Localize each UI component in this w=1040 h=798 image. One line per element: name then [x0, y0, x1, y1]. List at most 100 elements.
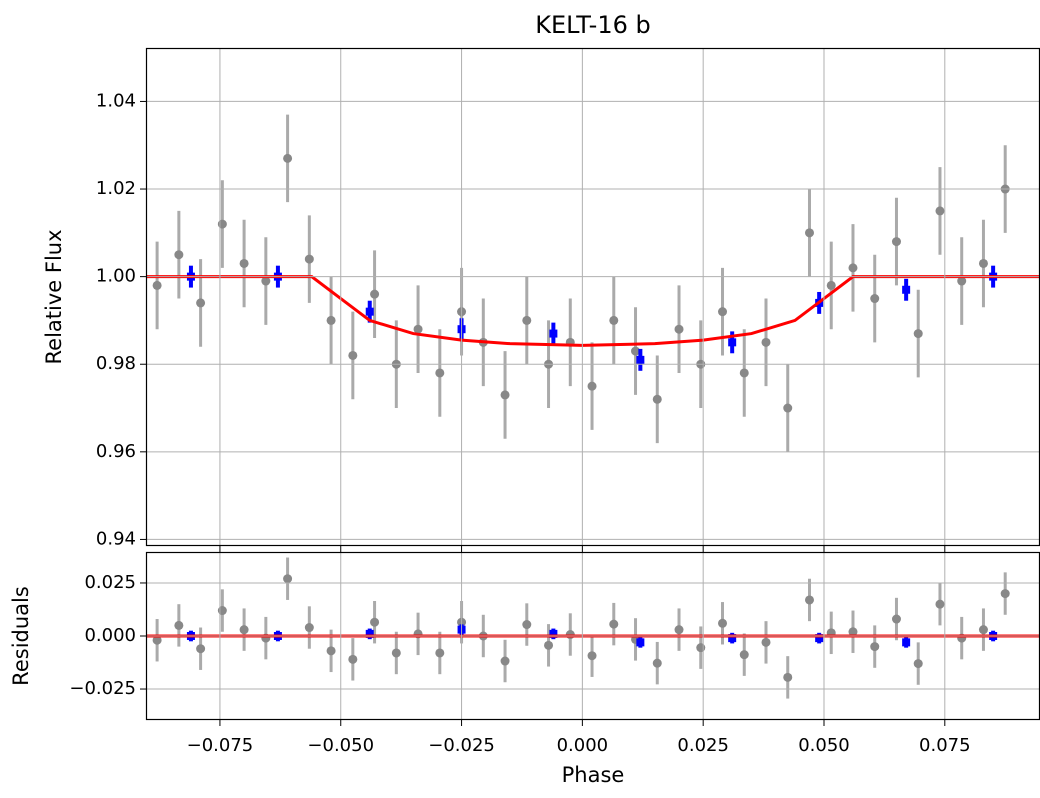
data-point [348, 654, 358, 664]
data-point [522, 315, 532, 325]
data-point [913, 659, 923, 669]
data-point [826, 280, 836, 290]
data-point [587, 381, 597, 391]
data-point [935, 206, 945, 216]
y-tick-label: 1.04 [96, 90, 136, 111]
data-point [217, 606, 227, 616]
data-point [631, 346, 641, 356]
data-point [978, 258, 988, 268]
data-point [913, 329, 923, 339]
data-point [370, 289, 380, 299]
binned-point [365, 629, 374, 638]
data-point [870, 642, 880, 652]
data-point [804, 228, 814, 238]
data-point [761, 337, 771, 347]
data-point [304, 623, 314, 633]
data-point [891, 614, 901, 624]
y-tick-label: −0.025 [69, 678, 136, 699]
x-tick-label: 0.025 [677, 735, 729, 756]
data-point [935, 599, 945, 609]
x-tick-label: 0.050 [798, 735, 850, 756]
data-point [196, 644, 206, 654]
x-tick-label: 0.000 [557, 735, 609, 756]
data-point [304, 254, 314, 264]
data-point [848, 627, 858, 637]
data-point [783, 403, 793, 413]
binned-point [815, 634, 824, 643]
data-point [435, 648, 445, 658]
data-point [239, 625, 249, 635]
binned-point [549, 329, 558, 338]
data-point [413, 324, 423, 334]
data-point [891, 237, 901, 247]
binned-point [636, 638, 645, 647]
data-point [283, 153, 293, 163]
binned-point [549, 629, 558, 638]
data-point [174, 620, 184, 630]
data-point [500, 656, 510, 666]
data-point [674, 324, 684, 334]
data-point [370, 617, 380, 627]
data-point [544, 640, 554, 650]
data-point [739, 650, 749, 660]
data-point [957, 276, 967, 286]
data-point [500, 390, 510, 400]
data-point [217, 219, 227, 229]
x-tick-label: −0.025 [428, 735, 495, 756]
data-point [348, 350, 358, 360]
data-point [391, 648, 401, 658]
data-point [718, 618, 728, 628]
data-point [761, 637, 771, 647]
x-axis-label: Phase [562, 763, 625, 787]
data-point [239, 258, 249, 268]
data-point [870, 294, 880, 304]
data-point [718, 307, 728, 317]
data-point [978, 625, 988, 635]
data-point [674, 625, 684, 635]
plot-area [146, 557, 1040, 699]
data-point [1000, 589, 1010, 599]
x-tick-label: −0.050 [307, 735, 374, 756]
data-point [152, 635, 162, 645]
y-tick-label: 0.98 [96, 353, 136, 374]
y-tick-label: 1.00 [96, 266, 136, 287]
y-tick-label: 0.96 [96, 441, 136, 462]
data-point [326, 646, 336, 656]
y-tick-label: 0.000 [84, 625, 136, 646]
y-axis-label: Relative Flux [42, 229, 66, 364]
y-tick-label: 0.025 [84, 572, 136, 593]
binned-point [728, 634, 737, 643]
data-point [652, 658, 662, 668]
data-point [848, 263, 858, 273]
data-point [587, 651, 597, 661]
chart-title: KELT-16 b [535, 11, 651, 39]
data-point [652, 394, 662, 404]
binned-point [365, 307, 374, 316]
data-point [261, 276, 271, 286]
x-tick-label: 0.075 [919, 735, 971, 756]
data-point [522, 620, 532, 630]
binned-point [902, 285, 911, 294]
binned-point [728, 338, 737, 347]
x-tick-label: −0.075 [187, 735, 254, 756]
data-point [609, 315, 619, 325]
y-tick-label: 1.02 [96, 178, 136, 199]
data-point [152, 280, 162, 290]
binned-point [636, 355, 645, 364]
data-point [435, 368, 445, 378]
data-point [609, 619, 619, 629]
data-point [739, 368, 749, 378]
data-point [196, 298, 206, 308]
data-point [174, 250, 184, 260]
y-axis-label: Residuals [9, 586, 33, 686]
binned-point [902, 638, 911, 647]
plot-area [146, 114, 1040, 452]
data-point [283, 574, 293, 584]
data-point [783, 672, 793, 682]
data-point [326, 315, 336, 325]
y-tick-label: 0.94 [96, 528, 136, 549]
data-point [696, 643, 706, 653]
data-point [804, 595, 814, 605]
